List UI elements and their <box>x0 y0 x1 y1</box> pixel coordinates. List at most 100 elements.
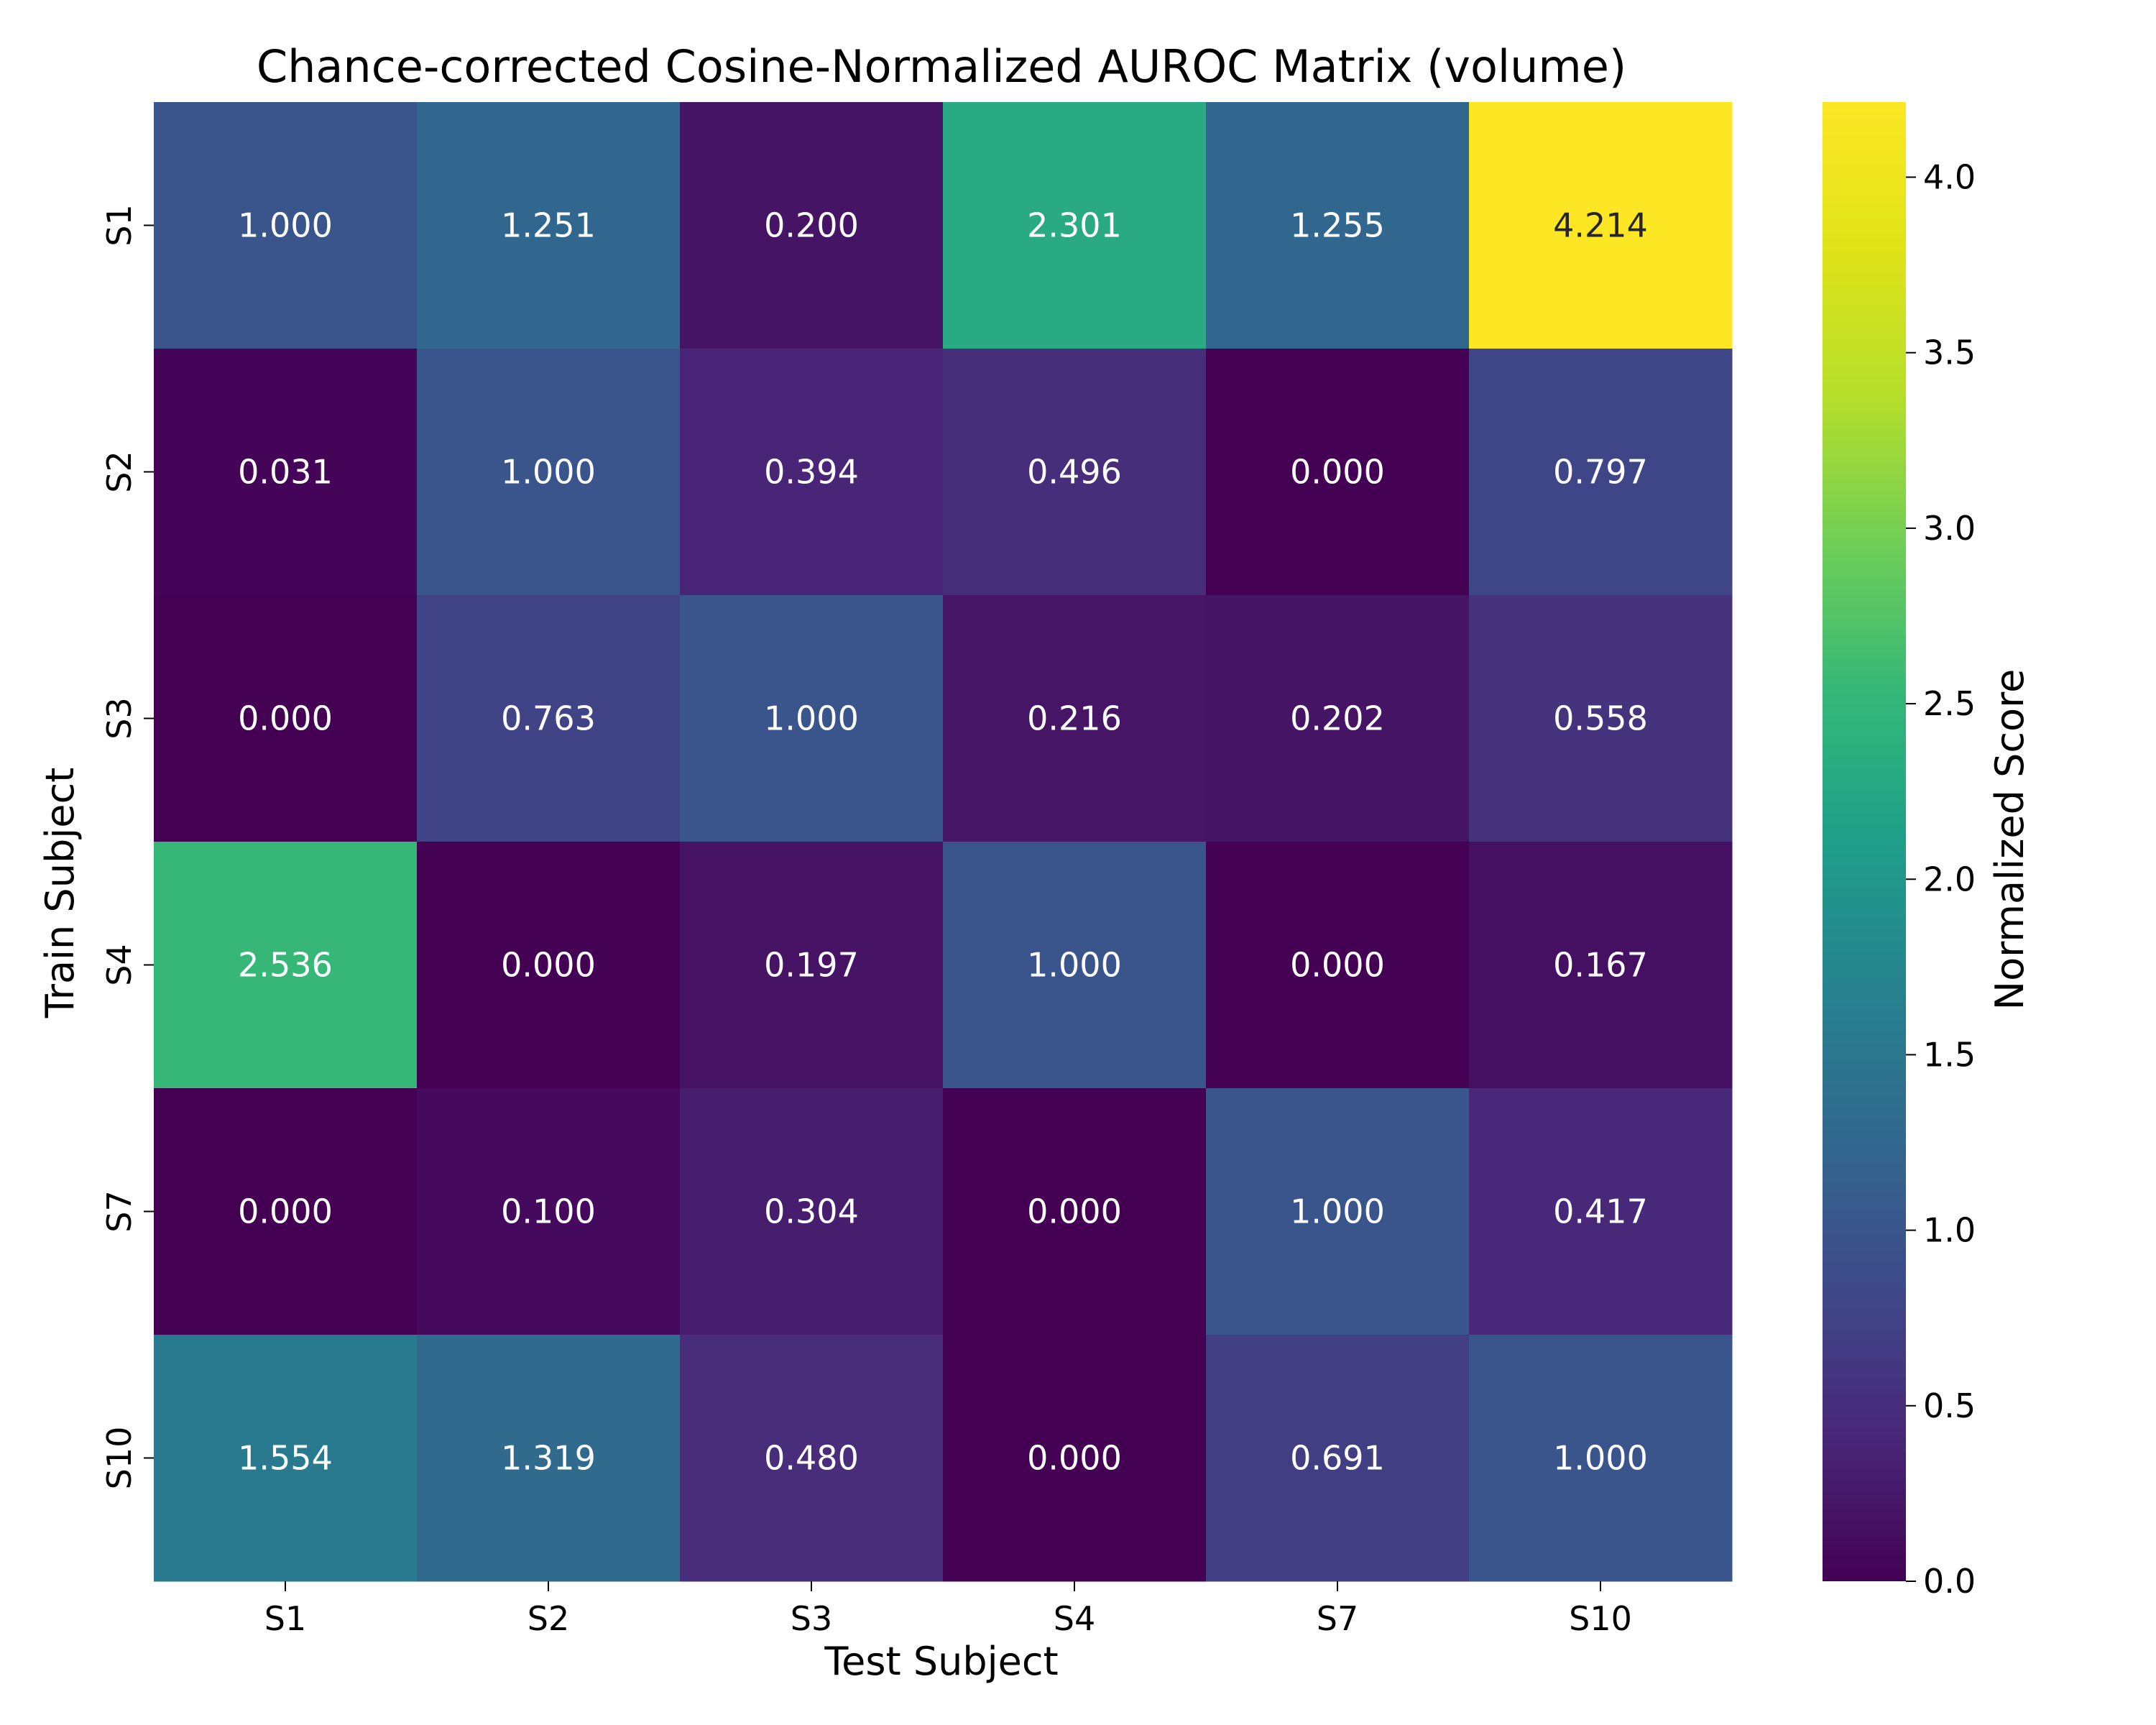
cell-value-label: 1.255 <box>1290 206 1385 245</box>
colorbar-tick-label: 0.5 <box>1923 1386 1976 1425</box>
cell-value-label: 2.301 <box>1027 206 1122 245</box>
heatmap-cell-S7-S1 <box>154 1088 418 1335</box>
heatmap-cell-S1-S4 <box>943 102 1207 349</box>
heatmap-cell-S2-S1 <box>154 349 418 596</box>
cell-value-label: 0.167 <box>1553 946 1648 985</box>
cell-value-label: 0.000 <box>1027 1192 1122 1231</box>
cell-value-label: 0.496 <box>1027 453 1122 492</box>
heatmap-cell-S4-S1 <box>154 842 418 1089</box>
heatmap-cell-S7-S2 <box>417 1088 681 1335</box>
colorbar-tick-label: 2.0 <box>1923 860 1976 898</box>
y-tick-label: S3 <box>100 697 139 739</box>
heatmap-cell-S10-S3 <box>680 1335 944 1582</box>
x-tick-label: S10 <box>1569 1599 1632 1638</box>
x-tick-label: S4 <box>1054 1599 1095 1638</box>
x-axis-label: Test Subject <box>824 1639 1058 1684</box>
heatmap-cell-S4-S7 <box>1206 842 1470 1089</box>
heatmap-cell-S3-S1 <box>154 595 418 842</box>
heatmap-cell-S4-S4 <box>943 842 1207 1089</box>
cell-value-label: 0.691 <box>1290 1439 1385 1478</box>
cell-value-label: 0.394 <box>764 453 859 492</box>
heatmap-cell-S10-S10 <box>1469 1335 1733 1582</box>
heatmap-cell-S1-S10 <box>1469 102 1733 349</box>
colorbar-tick-label: 0.0 <box>1923 1562 1976 1601</box>
colorbar <box>1823 102 1906 1581</box>
cell-value-label: 4.214 <box>1553 206 1648 245</box>
heatmap-cell-S4-S2 <box>417 842 681 1089</box>
heatmap-cell-S10-S1 <box>154 1335 418 1582</box>
y-tick-label: S1 <box>100 204 139 246</box>
y-tick-label: S10 <box>100 1427 139 1490</box>
x-axis-ticks: S1 S2 S3 S4 S7 S10 <box>264 1581 1632 1638</box>
cell-value-label: 0.216 <box>1027 699 1122 738</box>
colorbar-ticks: 0.0 0.5 1.0 1.5 2.0 2.5 3.0 3.5 4.0 <box>1906 158 1976 1601</box>
heatmap-cells: 1.000 1.251 0.200 2.301 1.255 4.214 0.031 1.000… <box>154 102 1733 1582</box>
colorbar-label: Normalized Score <box>1987 669 2032 1011</box>
heatmap-cell-S1-S3 <box>680 102 944 349</box>
cell-value-label: 1.000 <box>1553 1439 1648 1478</box>
heatmap-cell-S10-S2 <box>417 1335 681 1582</box>
cell-value-label: 1.000 <box>501 453 596 492</box>
cell-value-label: 0.763 <box>501 699 596 738</box>
cell-value-label: 0.202 <box>1290 699 1385 738</box>
heatmap-cell-S10-S4 <box>943 1335 1207 1582</box>
cell-value-label: 0.000 <box>1027 1439 1122 1478</box>
y-axis-label: Train Subject <box>37 768 83 1019</box>
heatmap-cell-S2-S7 <box>1206 349 1470 596</box>
heatmap-cell-S3-S10 <box>1469 595 1733 842</box>
cell-value-label: 0.031 <box>238 453 333 492</box>
cell-value-label: 1.000 <box>238 206 333 245</box>
cell-value-label: 1.000 <box>764 699 859 738</box>
y-tick-label: S2 <box>100 451 139 492</box>
heatmap-cell-S10-S7 <box>1206 1335 1470 1582</box>
cell-value-label: 0.000 <box>501 946 596 985</box>
heatmap-cell-S7-S4 <box>943 1088 1207 1335</box>
heatmap-cell-S1-S7 <box>1206 102 1470 349</box>
heatmap-cell-S2-S10 <box>1469 349 1733 596</box>
colorbar-tick-label: 1.5 <box>1923 1035 1976 1074</box>
colorbar-tick-label: 1.0 <box>1923 1211 1976 1250</box>
cell-value-label: 0.797 <box>1553 453 1648 492</box>
colorbar-tick-label: 3.5 <box>1923 334 1976 372</box>
cell-value-label: 1.554 <box>238 1439 333 1478</box>
y-tick-label: S7 <box>100 1190 139 1232</box>
heatmap-cell-S2-S3 <box>680 349 944 596</box>
heatmap-cell-S3-S4 <box>943 595 1207 842</box>
cell-value-label: 0.000 <box>1290 946 1385 985</box>
cell-value-label: 1.000 <box>1290 1192 1385 1231</box>
cell-value-label: 0.100 <box>501 1192 596 1231</box>
cell-value-label: 0.480 <box>764 1439 859 1478</box>
cell-value-label: 1.319 <box>501 1439 596 1478</box>
cell-value-label: 1.251 <box>501 206 596 245</box>
cell-value-label: 0.200 <box>764 206 859 245</box>
heatmap-cell-S2-S4 <box>943 349 1207 596</box>
x-tick-label: S2 <box>528 1599 569 1638</box>
cell-value-label: 0.000 <box>238 699 333 738</box>
heatmap-cell-S1-S1 <box>154 102 418 349</box>
colorbar-tick-label: 4.0 <box>1923 158 1976 197</box>
heatmap-cell-S4-S10 <box>1469 842 1733 1089</box>
heatmap-cell-S2-S2 <box>417 349 681 596</box>
heatmap-cell-S7-S7 <box>1206 1088 1470 1335</box>
x-tick-label: S7 <box>1317 1599 1358 1638</box>
x-tick-label: S1 <box>264 1599 306 1638</box>
cell-value-label: 0.000 <box>1290 453 1385 492</box>
heatmap-cell-S3-S7 <box>1206 595 1470 842</box>
heatmap-cell-S7-S10 <box>1469 1088 1733 1335</box>
heatmap-cell-S1-S2 <box>417 102 681 349</box>
cell-value-label: 0.304 <box>764 1192 859 1231</box>
cell-value-label: 1.000 <box>1027 946 1122 985</box>
colorbar-tick-label: 2.5 <box>1923 684 1976 723</box>
heatmap-cell-S3-S2 <box>417 595 681 842</box>
heatmap-cell-S3-S3 <box>680 595 944 842</box>
cell-value-label: 0.000 <box>238 1192 333 1231</box>
cell-value-label: 0.197 <box>764 946 859 985</box>
cell-value-label: 0.417 <box>1553 1192 1648 1231</box>
heatmap-cell-S7-S3 <box>680 1088 944 1335</box>
chart-title: Chance-corrected Cosine-Normalized AUROC… <box>257 40 1626 93</box>
cell-value-label: 0.558 <box>1553 699 1648 738</box>
colorbar-tick-label: 3.0 <box>1923 509 1976 548</box>
x-tick-label: S3 <box>791 1599 832 1638</box>
heatmap-cell-S4-S3 <box>680 842 944 1089</box>
